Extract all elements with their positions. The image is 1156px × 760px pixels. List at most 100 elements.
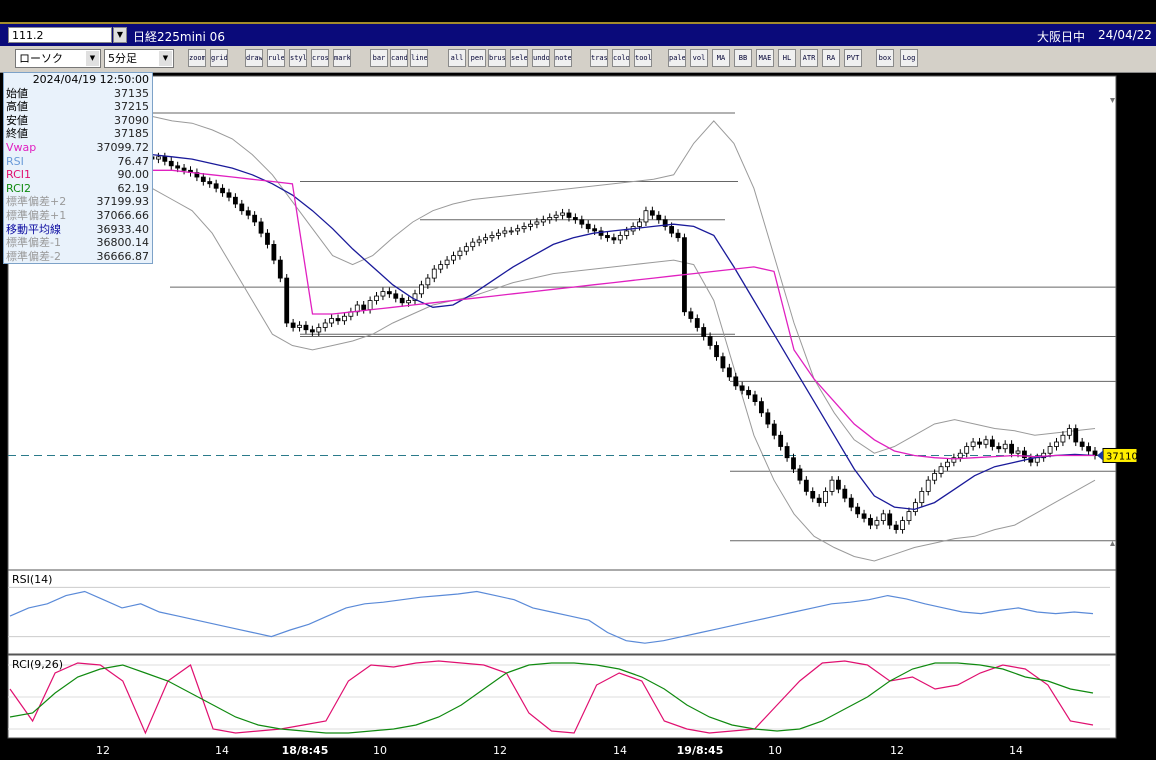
candle-body xyxy=(637,221,642,227)
candle-body xyxy=(367,300,373,310)
time-tick-label: 12 xyxy=(890,744,904,757)
vwap-line xyxy=(152,169,1095,460)
scroll-down-icon[interactable] xyxy=(1110,541,1115,546)
info-label: 標準偏差-2 xyxy=(6,249,61,263)
candle-body xyxy=(585,223,591,230)
candle-body xyxy=(265,232,270,245)
toolbar-tools-icon[interactable]: tools xyxy=(634,49,652,67)
toolbar-ruler-icon[interactable]: ruler xyxy=(267,49,285,67)
candle-body xyxy=(515,228,521,232)
candle-body xyxy=(463,246,469,252)
candle-body xyxy=(374,295,379,301)
candle-body xyxy=(560,212,565,216)
toolbar-brush-icon[interactable]: brush xyxy=(488,49,506,67)
candle-body xyxy=(964,446,970,454)
code-dropdown-icon[interactable]: ▼ xyxy=(113,27,127,43)
candle-body xyxy=(1002,443,1008,450)
candle-body xyxy=(938,466,944,474)
toolbar-cross-icon[interactable]: cross xyxy=(311,49,329,67)
time-tick-label: 14 xyxy=(613,744,627,757)
candle-body xyxy=(451,255,456,261)
info-label: RSI xyxy=(6,154,24,168)
toolbar-zoom-icon[interactable]: zoom xyxy=(188,49,206,67)
toolbar-undo-icon[interactable]: undo xyxy=(532,49,550,67)
scroll-up-icon[interactable] xyxy=(1110,98,1115,103)
candle-body xyxy=(277,259,283,279)
candle-body xyxy=(329,318,335,324)
toolbar-draw-icon[interactable]: draw xyxy=(245,49,263,67)
candle-body xyxy=(791,457,796,470)
candle-body xyxy=(977,441,982,445)
toolbar-ma-icon[interactable]: MA xyxy=(712,49,730,67)
time-tick-label: 12 xyxy=(96,744,110,757)
candle-body xyxy=(226,192,232,198)
code-field[interactable]: 111.2 xyxy=(8,27,112,43)
info-row: RCI1 90.00 xyxy=(4,168,152,182)
toolbar-mae-icon[interactable]: MAE xyxy=(756,49,774,67)
candle-body xyxy=(592,228,598,232)
candle-body xyxy=(220,187,225,194)
toolbar-select-icon[interactable]: select xyxy=(510,49,528,67)
time-tick-label: 10 xyxy=(373,744,387,757)
toolbar-bar-icon[interactable]: bar xyxy=(370,49,388,67)
toolbar-hl-icon[interactable]: HL xyxy=(778,49,796,67)
chart-title-bar: 111.2 ▼ 日経225mini 06 大阪日中 24/04/22 xyxy=(0,24,1156,46)
candle-body xyxy=(803,479,809,492)
candle-body xyxy=(1015,450,1021,454)
toolbar-candle-icon[interactable]: candle xyxy=(390,49,408,67)
rci-tick-label: -80 xyxy=(1120,725,1136,736)
time-tick-label: 19/8:45 xyxy=(677,744,724,757)
timeframe-value: 5分足 xyxy=(108,52,137,65)
info-value: 36800.14 xyxy=(96,236,150,250)
toolbar-all-icon[interactable]: all xyxy=(448,49,466,67)
candle-body xyxy=(489,235,495,239)
candle-body xyxy=(245,210,251,216)
candle-body xyxy=(720,356,726,369)
candle-body xyxy=(868,517,873,526)
info-value: 37099.72 xyxy=(96,140,150,154)
toolbar-color-icon[interactable]: color xyxy=(612,49,630,67)
price-panel xyxy=(7,75,1117,571)
info-row: Vwap 37099.72 xyxy=(4,141,152,155)
toolbar-line-icon[interactable]: line xyxy=(410,49,428,67)
toolbar-palette-icon[interactable]: palette xyxy=(668,49,686,67)
toolbar-pvt-icon[interactable]: PVT xyxy=(844,49,862,67)
chart-type-select[interactable]: ローソク ▼ xyxy=(15,49,101,68)
candle-body xyxy=(810,491,816,499)
toolbar-log-icon[interactable]: Log xyxy=(900,49,918,67)
toolbar-bb-icon[interactable]: BB xyxy=(734,49,752,67)
toolbar-box-icon[interactable]: box xyxy=(876,49,894,67)
candle-body xyxy=(951,457,957,463)
info-datetime: 2024/04/19 12:50:00 xyxy=(32,73,149,86)
rci-short-line xyxy=(9,660,1094,735)
candle-body xyxy=(945,461,950,468)
toolbar-ra-icon[interactable]: RA xyxy=(822,49,840,67)
toolbar-style-icon[interactable]: style xyxy=(289,49,307,67)
timeframe-select[interactable]: 5分足 ▼ xyxy=(104,49,174,68)
info-label: 標準偏差+1 xyxy=(6,208,67,222)
candle-body xyxy=(431,268,437,279)
candle-body xyxy=(483,237,488,241)
current-price-label: 37110 xyxy=(1106,451,1138,462)
candle-body xyxy=(816,497,822,504)
info-value: 36933.40 xyxy=(96,222,150,236)
toolbar-trash-icon[interactable]: trash xyxy=(590,49,608,67)
candle-body xyxy=(521,226,527,230)
instrument-name: 日経225mini 06 xyxy=(133,30,225,44)
candle-body xyxy=(496,232,501,236)
toolbar-grid-icon[interactable]: grid xyxy=(210,49,228,67)
toolbar-atr-icon[interactable]: ATR xyxy=(800,49,818,67)
info-label: 終値 xyxy=(6,127,28,141)
toolbar-note-icon[interactable]: note xyxy=(554,49,572,67)
candle-body xyxy=(316,327,322,333)
toolbar-pen-icon[interactable]: pen xyxy=(468,49,486,67)
candle-body xyxy=(765,412,771,425)
info-row: 始値 37135 xyxy=(4,87,152,101)
candle-body xyxy=(887,513,893,526)
candle-body xyxy=(861,513,867,519)
toolbar-vol-icon[interactable]: vol xyxy=(690,49,708,67)
candle-body xyxy=(213,183,219,189)
candle-body xyxy=(842,488,848,499)
toolbar-mark-icon[interactable]: mark xyxy=(333,49,351,67)
rsi-panel xyxy=(7,569,1117,655)
